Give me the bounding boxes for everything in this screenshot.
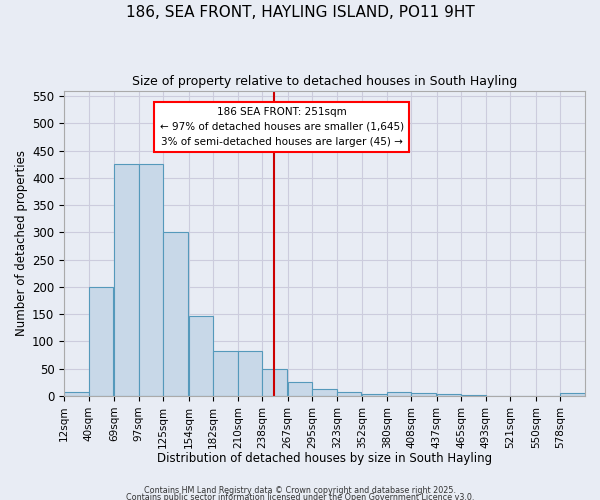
Bar [437,394,461,396]
Bar [213,352,238,396]
Bar [262,368,287,396]
Text: Contains HM Land Registry data © Crown copyright and database right 2025.: Contains HM Land Registry data © Crown c… [144,486,456,495]
Bar [238,352,262,396]
Text: 186, SEA FRONT, HAYLING ISLAND, PO11 9HT: 186, SEA FRONT, HAYLING ISLAND, PO11 9HT [125,5,475,20]
Bar [288,382,312,396]
Bar [114,164,139,396]
Bar [387,392,412,396]
Bar [139,164,163,396]
Bar [188,316,213,396]
Bar [337,392,361,396]
Bar [64,392,89,396]
Bar [412,394,436,396]
Bar [461,395,486,396]
Bar [312,390,337,396]
Title: Size of property relative to detached houses in South Hayling: Size of property relative to detached ho… [132,75,517,88]
Y-axis label: Number of detached properties: Number of detached properties [15,150,28,336]
X-axis label: Distribution of detached houses by size in South Hayling: Distribution of detached houses by size … [157,452,492,465]
Bar [362,394,387,396]
Text: Contains public sector information licensed under the Open Government Licence v3: Contains public sector information licen… [126,494,474,500]
Text: 186 SEA FRONT: 251sqm
← 97% of detached houses are smaller (1,645)
3% of semi-de: 186 SEA FRONT: 251sqm ← 97% of detached … [160,107,404,146]
Bar [163,232,188,396]
Bar [560,394,585,396]
Bar [89,287,113,396]
